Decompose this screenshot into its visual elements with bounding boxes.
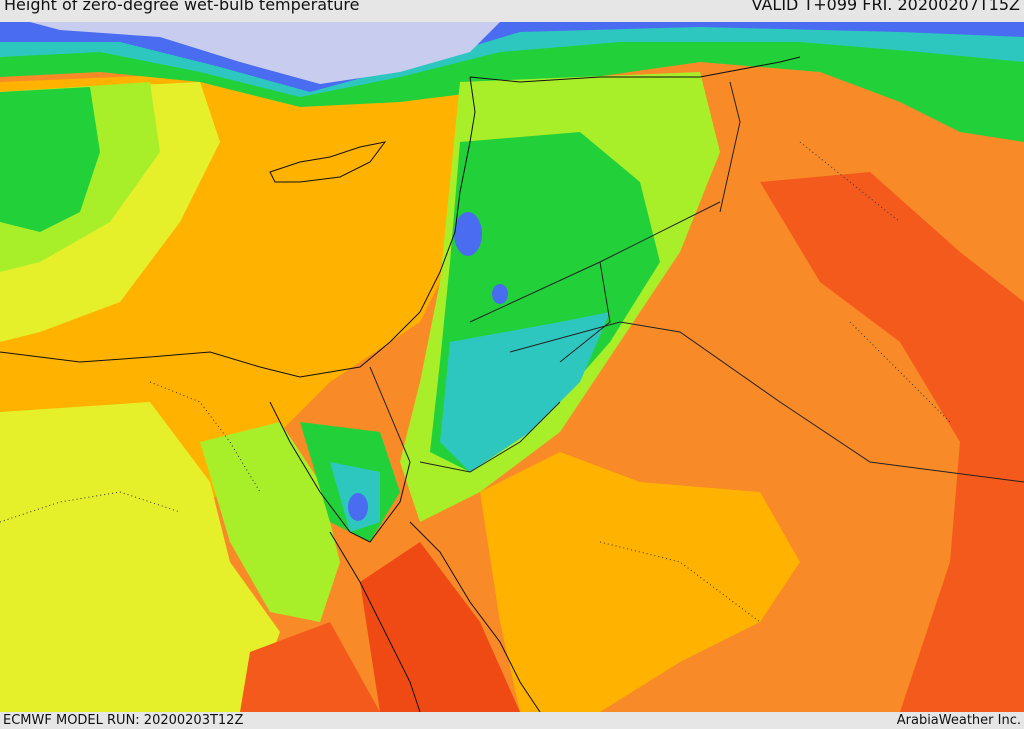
valid-time: VALID T+099 FRI. 20200207T15Z	[751, 0, 1020, 14]
field-yellow-egypt	[0, 402, 280, 712]
political-borders	[369, 81, 1024, 483]
field-redorange-iraq	[760, 172, 1024, 712]
map-canvas	[0, 22, 1024, 712]
field-green-west	[0, 87, 100, 232]
coastlines	[0, 56, 801, 712]
field-yellowgreen-egypt	[200, 422, 340, 622]
field-lowest-north	[30, 22, 500, 84]
field-orange-light-arabia	[480, 452, 800, 712]
field-blue-lebanon	[454, 212, 482, 256]
map-title: Height of zero-degree wet-bulb temperatu…	[4, 0, 360, 14]
internal-boundaries	[0, 141, 951, 623]
header-bar: Height of zero-degree wet-bulb temperatu…	[0, 0, 1024, 22]
weather-map[interactable]	[0, 22, 1024, 712]
model-run: ECMWF MODEL RUN: 20200203T12Z	[3, 713, 244, 728]
credit: ArabiaWeather Inc.	[896, 713, 1021, 728]
field-blue-sinai	[348, 493, 368, 521]
footer-bar: ECMWF MODEL RUN: 20200203T12Z ArabiaWeat…	[0, 712, 1024, 729]
field-cyan-jordan	[440, 312, 610, 472]
field-red-redsea	[360, 542, 520, 712]
field-red-southwest	[240, 622, 380, 712]
field-blue-jabal	[492, 284, 508, 304]
